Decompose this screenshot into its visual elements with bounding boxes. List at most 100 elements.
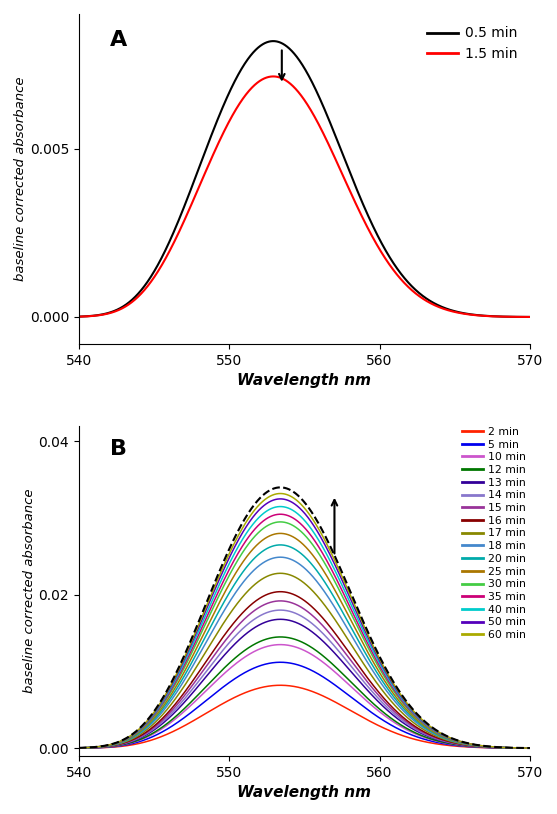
Line: 18 min: 18 min [79,557,530,748]
17 min [470,741,476,751]
Legend: 0.5 min, 1.5 min: 0.5 min, 1.5 min [422,21,523,67]
5 min [527,743,534,753]
10 min [248,648,255,658]
15 min [248,608,255,618]
1.5 min [527,312,534,322]
1.5 min [518,312,525,322]
40 min [527,743,534,753]
50 min [277,494,284,504]
30 min [75,743,82,753]
12 min [470,742,476,751]
18 min [75,743,82,753]
60 min [154,703,160,713]
17 min [277,568,284,578]
40 min [154,705,160,715]
20 min [127,733,134,743]
16 min [277,587,284,597]
60 min [527,743,534,753]
5 min [268,658,275,667]
14 min [154,721,160,731]
12 min [518,743,525,753]
14 min [518,743,525,753]
20 min [268,541,275,551]
15 min [470,741,476,751]
13 min [248,624,255,634]
35 min [518,743,525,753]
1.5 min [268,72,275,81]
0.5 min [470,309,476,319]
10 min [518,743,525,753]
1.5 min [127,299,134,309]
30 min [527,743,534,753]
1.5 min [154,268,160,278]
18 min [127,734,134,744]
Legend: 2 min, 5 min, 10 min, 12 min, 13 min, 14 min, 15 min, 16 min, 17 min, 18 min, 20: 2 min, 5 min, 10 min, 12 min, 13 min, 14… [457,422,530,645]
12 min [75,743,82,753]
17 min [75,743,82,753]
Line: 10 min: 10 min [79,645,530,748]
Line: 15 min: 15 min [79,601,530,748]
10 min [268,641,275,650]
Line: 2 min: 2 min [79,685,530,748]
50 min [154,704,160,714]
5 min [127,739,134,749]
60 min [470,739,476,749]
35 min [154,707,160,716]
20 min [518,743,525,753]
40 min [277,501,284,511]
18 min [470,741,476,751]
40 min [268,504,275,514]
1.5 min [470,310,476,320]
16 min [518,743,525,753]
Y-axis label: baseline corrected absorbance: baseline corrected absorbance [14,77,27,281]
13 min [470,742,476,751]
12 min [268,633,275,643]
Line: 16 min: 16 min [79,592,530,748]
40 min [127,732,134,742]
13 min [277,615,284,624]
10 min [470,742,476,751]
30 min [127,733,134,742]
13 min [154,723,160,733]
18 min [527,743,534,753]
14 min [268,606,275,616]
18 min [518,743,525,753]
15 min [127,736,134,746]
Line: 25 min: 25 min [79,533,530,748]
16 min [527,743,534,753]
30 min [518,743,525,753]
18 min [277,552,284,562]
50 min [75,743,82,753]
20 min [277,540,284,549]
17 min [527,743,534,753]
17 min [518,743,525,753]
25 min [127,733,134,743]
16 min [127,736,134,746]
X-axis label: Wavelength nm: Wavelength nm [237,786,372,800]
50 min [527,743,534,753]
5 min [518,743,525,753]
0.5 min [527,312,534,322]
17 min [248,582,255,592]
20 min [527,743,534,753]
5 min [248,664,255,674]
30 min [154,707,160,717]
Line: 12 min: 12 min [79,637,530,748]
Line: 40 min: 40 min [79,506,530,748]
35 min [248,528,255,538]
60 min [268,491,275,501]
0.5 min [248,49,255,59]
1.5 min [75,312,82,322]
40 min [248,521,255,531]
40 min [75,743,82,753]
Line: 35 min: 35 min [79,514,530,748]
10 min [277,640,284,650]
20 min [75,743,82,753]
Text: B: B [110,439,128,459]
14 min [277,606,284,615]
Line: 14 min: 14 min [79,610,530,748]
60 min [248,509,255,519]
Line: 17 min: 17 min [79,573,530,748]
13 min [127,737,134,747]
Line: 20 min: 20 min [79,545,530,748]
